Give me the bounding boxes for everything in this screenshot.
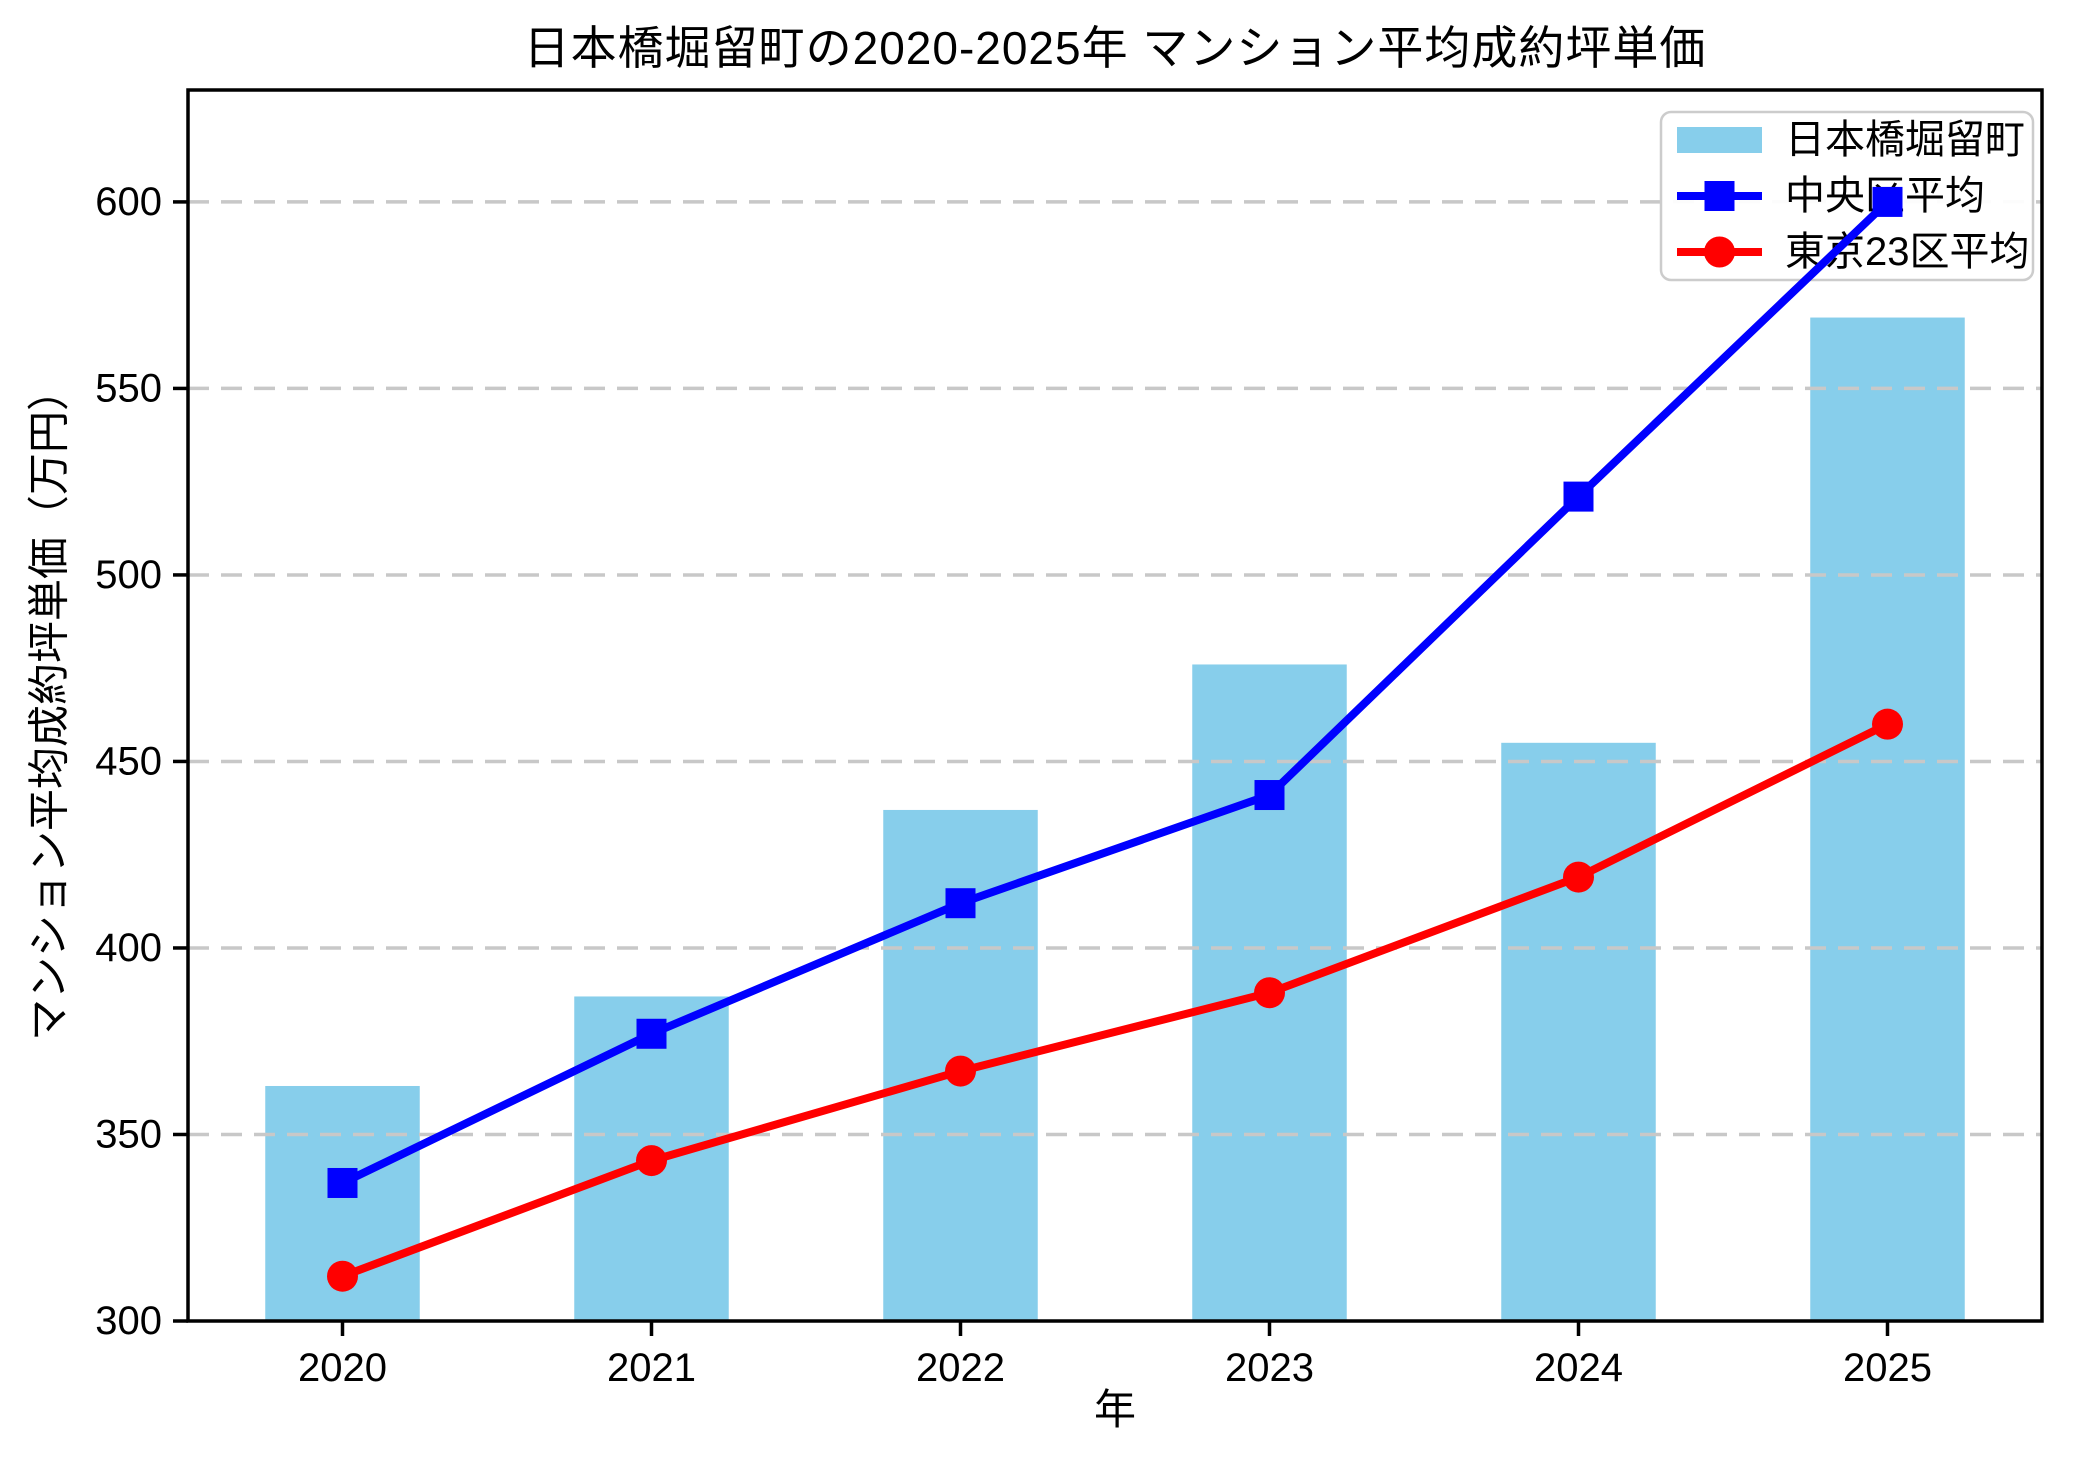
y-tick-label: 400	[95, 926, 162, 970]
marker-square-2023	[1254, 780, 1285, 811]
marker-square-2022	[945, 888, 976, 919]
x-tick-label: 2024	[1534, 1346, 1623, 1390]
marker-square-2025	[1872, 186, 1903, 217]
y-tick-label: 600	[95, 180, 162, 224]
marker-circle-2022	[945, 1055, 976, 1087]
y-tick-label: 450	[95, 739, 162, 783]
x-axis-label: 年	[1093, 1386, 1136, 1433]
legend-swatch-bar	[1677, 127, 1762, 153]
legend-marker-square-icon	[1704, 181, 1735, 211]
marker-square-2024	[1563, 481, 1594, 512]
legend-marker-circle-icon	[1704, 236, 1735, 268]
marker-circle-2025	[1872, 708, 1903, 740]
y-tick-label: 350	[95, 1112, 162, 1156]
line-東京23区平均	[341, 720, 1890, 1280]
legend-label: 東京23区平均	[1785, 230, 2030, 274]
chart-title: 日本橋堀留町の2020-2025年 マンション平均成約坪単価	[523, 22, 1707, 74]
bar-2025	[1810, 317, 1965, 1322]
y-tick-label: 300	[95, 1299, 162, 1343]
marker-circle-2021	[636, 1145, 667, 1177]
marker-circle-2023	[1254, 977, 1285, 1009]
legend-box	[1659, 110, 2035, 282]
marker-square-2021	[636, 1018, 667, 1049]
marker-square-2020	[327, 1167, 358, 1198]
bar-2024	[1501, 742, 1656, 1321]
y-tick-label: 500	[95, 553, 162, 597]
x-tick-label: 2025	[1843, 1346, 1932, 1390]
y-tick-label: 550	[95, 366, 162, 410]
line-中央区平均	[340, 199, 1891, 1187]
x-tick-label: 2021	[607, 1346, 696, 1390]
legend-label: 日本橋堀留町	[1785, 118, 2025, 162]
x-tick-label: 2020	[298, 1346, 387, 1390]
x-tick-label: 2023	[1225, 1346, 1314, 1390]
x-tick-label: 2022	[916, 1346, 1005, 1390]
axes-frame	[186, 88, 2044, 1323]
marker-circle-2020	[327, 1260, 358, 1292]
marker-circle-2024	[1563, 861, 1594, 893]
